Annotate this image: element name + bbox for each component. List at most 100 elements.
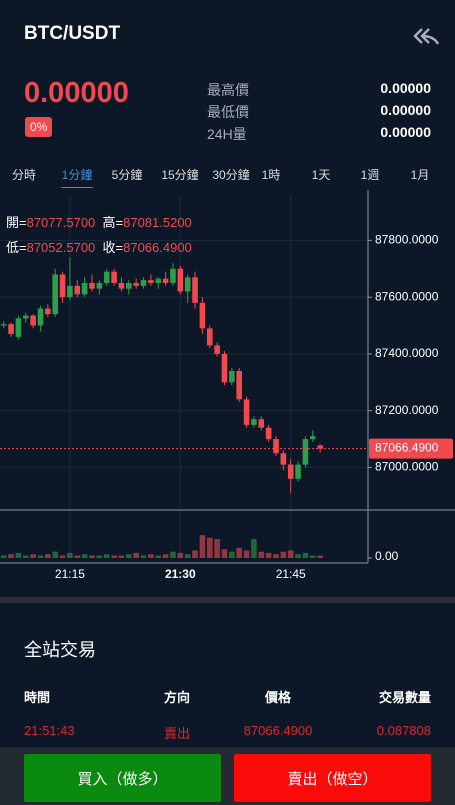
candle-body: [302, 439, 309, 465]
y-tick-label: 87000.0000: [375, 460, 439, 474]
candle-body: [243, 399, 250, 425]
sell-button[interactable]: 賣出（做空）: [234, 754, 431, 802]
volume-bar: [170, 551, 176, 558]
candle-body: [192, 277, 198, 303]
timeframe-tab[interactable]: 分時: [11, 168, 37, 182]
candle-body: [67, 285, 73, 298]
chart: 87000.0000 87200.0000 87400.0000 87600.0000…: [0, 190, 455, 581]
y-tick-label: 87600.0000: [375, 289, 439, 303]
candle-body: [229, 370, 235, 383]
candle-body: [258, 419, 265, 428]
volume-bar: [184, 554, 191, 558]
volume-bar: [162, 554, 169, 558]
volume-bar: [126, 554, 132, 558]
timeframe-tab[interactable]: 30分鐘: [212, 168, 250, 182]
legend-label: 低=: [6, 240, 27, 255]
current-price-label: 87066.4900: [375, 441, 439, 455]
volume-bar: [37, 555, 44, 558]
candle-body: [45, 308, 51, 315]
candle-body: [89, 282, 95, 289]
volume-bar: [45, 554, 51, 558]
candle-body: [177, 268, 184, 292]
candle-body: [74, 285, 81, 295]
x-tick-label: 21:45: [276, 567, 306, 581]
candle-body: [162, 278, 169, 283]
x-tick-label: 21:15: [55, 567, 85, 581]
candle-body: [280, 453, 287, 465]
candle-body: [251, 419, 257, 425]
candle-body: [295, 464, 301, 479]
trade-cell: 87066.4900: [243, 723, 313, 738]
candle-body: [15, 318, 22, 337]
volume-bar: [206, 537, 213, 558]
candle-body: [317, 445, 323, 449]
volume-bar: [148, 554, 154, 558]
stat-value: 0.00000: [380, 124, 431, 140]
volume-bar: [140, 555, 147, 558]
volume-bar: [74, 555, 81, 558]
current-price-box: [369, 438, 453, 459]
volume-bar: [133, 552, 139, 558]
y-tick-label: 87200.0000: [375, 403, 439, 417]
price: 0.00000: [24, 77, 129, 109]
stat-value: 0.00000: [380, 80, 431, 96]
ohlc-legend: 開=87077.5700 高=87081.5200 低=87052.5700 收…: [6, 210, 192, 260]
volume-bar: [236, 547, 242, 558]
volume-bar: [155, 555, 162, 558]
volume-bar: [15, 552, 22, 558]
change-badge: 0%: [25, 117, 53, 137]
column-header: 時間: [24, 690, 51, 705]
candle-body: [52, 274, 58, 315]
candle-body: [206, 328, 213, 346]
volume-bar: [30, 554, 36, 558]
candle-body: [30, 315, 36, 326]
timeframe-tab[interactable]: 1月: [410, 168, 430, 182]
x-tick-label: 21:30: [165, 567, 196, 581]
legend-value: 87077.5700: [26, 215, 96, 230]
timeframe-tab[interactable]: 1時: [261, 168, 281, 182]
timeframe-tab[interactable]: 5分鐘: [111, 168, 143, 182]
volume-bar: [89, 555, 95, 558]
timeframe-tab[interactable]: 15分鐘: [161, 168, 199, 182]
volume-bar: [59, 555, 66, 558]
volume-bar: [52, 551, 58, 558]
volume-bar: [302, 552, 309, 558]
candle-body: [287, 464, 294, 479]
volume-bar: [103, 554, 110, 558]
trade-cell: 賣出: [163, 726, 191, 741]
candle-body: [155, 278, 162, 283]
legend-label: 開=: [6, 215, 27, 230]
candle-body: [140, 280, 147, 286]
candle-body: [170, 268, 176, 283]
candle-body: [148, 280, 154, 283]
candle-body: [59, 274, 66, 298]
timeframe-tab[interactable]: 1週: [360, 168, 380, 182]
buy-button[interactable]: 買入（做多）: [24, 754, 221, 802]
candle-body: [37, 308, 44, 326]
stat-label: 最高價: [207, 82, 249, 98]
volume-bar: [295, 554, 301, 558]
volume-bar: [199, 535, 206, 558]
column-header: 交易數量: [378, 690, 431, 705]
volume-tick-label: 0.00: [375, 549, 399, 563]
timeframe-tab[interactable]: 1分鐘: [61, 166, 93, 188]
candle-body: [81, 282, 88, 295]
trade-cell: 21:51:43: [24, 723, 75, 738]
timeframe-tab[interactable]: 1天: [311, 168, 331, 182]
column-header: 方向: [163, 690, 191, 705]
candle-body: [0, 324, 7, 326]
legend-value: 87066.4900: [123, 240, 192, 255]
volume-bar: [177, 552, 184, 558]
volume-bar: [273, 554, 279, 558]
candle-body: [199, 302, 206, 329]
volume-bar: [111, 555, 117, 558]
candle-body: [103, 271, 110, 283]
trade-cell: 0.087808: [376, 723, 431, 738]
back-button[interactable]: [412, 26, 440, 46]
volume-bar: [310, 555, 316, 558]
volume-bar: [214, 539, 220, 558]
y-tick-label: 87800.0000: [375, 233, 439, 247]
candle-body: [236, 370, 242, 400]
candle-body: [118, 282, 125, 289]
